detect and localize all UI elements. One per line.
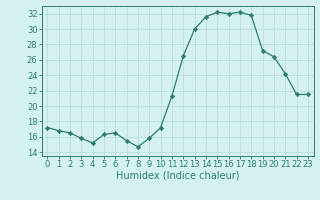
X-axis label: Humidex (Indice chaleur): Humidex (Indice chaleur) [116, 171, 239, 181]
